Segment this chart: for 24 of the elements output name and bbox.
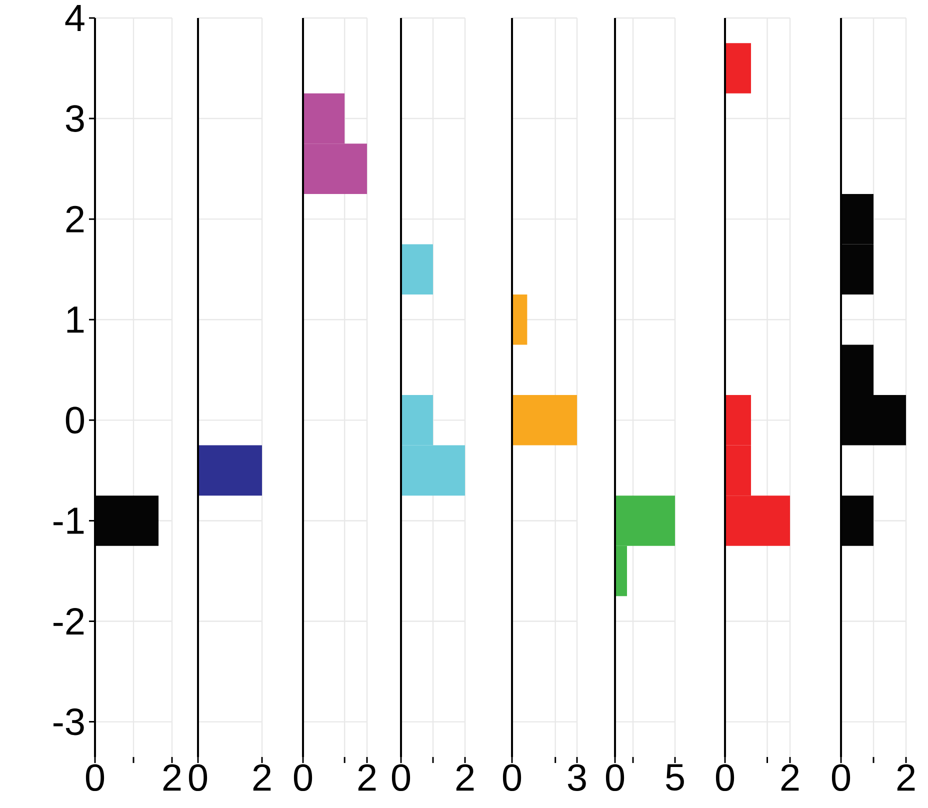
x-tick-label: 0	[188, 764, 208, 792]
x-tick-label: 0	[832, 764, 850, 792]
y-tick-label: 3	[66, 105, 84, 132]
y-tick-label: 2	[66, 206, 84, 232]
x-tick-label: 2	[253, 764, 271, 791]
x-tick-label: 2	[163, 764, 181, 791]
y-tick-label: -1	[54, 508, 84, 534]
x-tick-label: 2	[358, 764, 376, 791]
x-tick-label: 3	[568, 764, 586, 792]
x-tick-label: 0	[502, 764, 522, 792]
y-tick-label: 0	[66, 406, 84, 434]
x-tick-label: 0	[606, 764, 624, 792]
x-tick-label: 5	[666, 764, 684, 791]
y-tick-label: 1	[67, 306, 84, 333]
x-tick-label: 0	[86, 764, 104, 792]
x-tick-label: 0	[716, 764, 734, 792]
x-tick-label: 0	[294, 764, 312, 792]
x-tick-label: 2	[456, 764, 474, 791]
x-tick-label: 2	[897, 764, 915, 791]
y-tick-label: 4	[65, 4, 84, 32]
y-tick-label: -3	[54, 708, 84, 736]
x-tick-label: 2	[781, 764, 799, 791]
y-tick-label: -2	[54, 608, 84, 634]
x-tick-label: 0	[392, 764, 410, 792]
